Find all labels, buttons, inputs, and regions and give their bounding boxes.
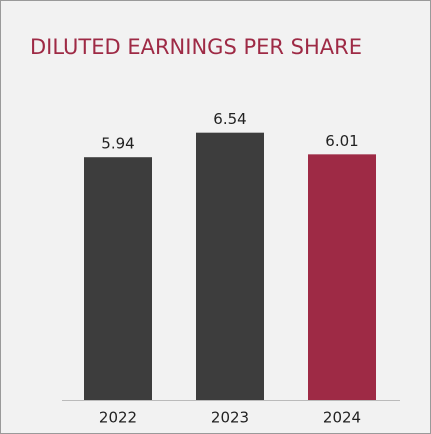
x-tick-label: 2022 (99, 409, 137, 427)
chart-title: DILUTED EARNINGS PER SHARE (30, 35, 362, 59)
bar (196, 132, 264, 401)
bar (84, 157, 152, 400)
x-tick-label: 2024 (323, 409, 361, 427)
value-label: 6.01 (325, 132, 358, 150)
value-label: 6.54 (213, 110, 246, 128)
x-tick-label: 2023 (211, 409, 249, 427)
value-label: 5.94 (101, 135, 134, 153)
bar (308, 154, 376, 400)
